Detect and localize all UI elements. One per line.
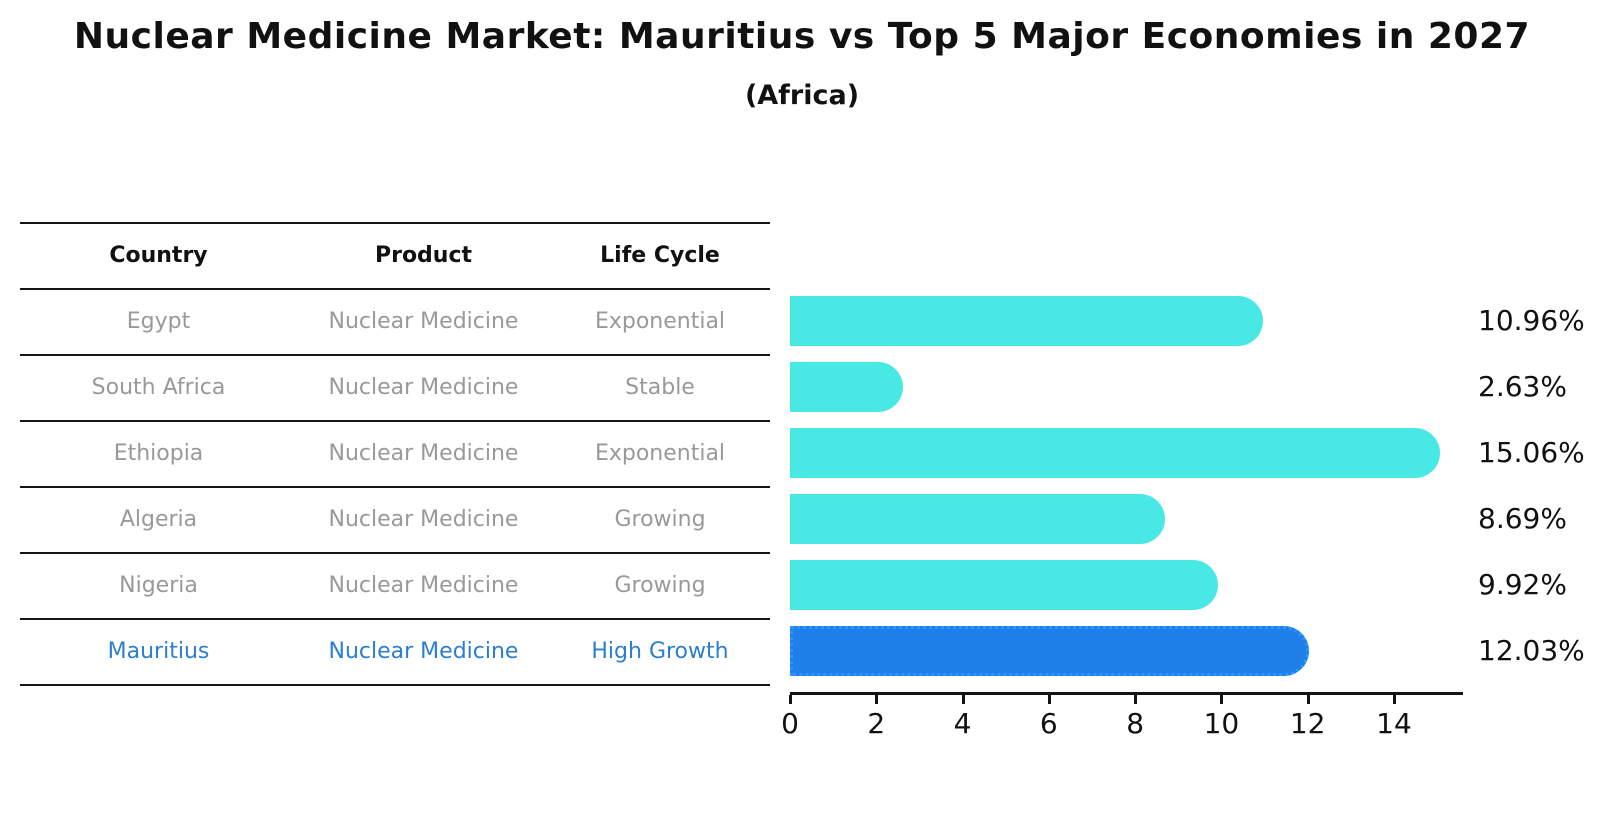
x-tick-label: 2 bbox=[867, 707, 886, 740]
column-header: Country bbox=[109, 242, 208, 268]
x-axis-tick bbox=[1047, 695, 1051, 704]
table-rule bbox=[20, 486, 770, 488]
x-axis-tick bbox=[1134, 695, 1138, 704]
table-cell-country: Egypt bbox=[126, 308, 191, 334]
table-cell-country: Mauritius bbox=[107, 638, 210, 664]
table-cell-product: Nuclear Medicine bbox=[328, 506, 519, 532]
bar-south-africa bbox=[790, 362, 903, 412]
table-cell-product: Nuclear Medicine bbox=[328, 440, 519, 466]
table-row: Egypt Nuclear Medicine Exponential bbox=[20, 288, 770, 354]
x-axis-tick bbox=[1220, 695, 1224, 704]
table-cell-life_cycle: High Growth bbox=[591, 638, 729, 664]
column-header: Life Cycle bbox=[600, 242, 720, 268]
table-rule bbox=[20, 222, 770, 224]
table-row: South Africa Nuclear Medicine Stable bbox=[20, 354, 770, 420]
table-cell-country: Algeria bbox=[119, 506, 198, 532]
country-table: Country Product Life Cycle Egypt Nuclear Med… bbox=[20, 222, 770, 686]
table-cell-country: Nigeria bbox=[119, 572, 198, 598]
table-cell-product: Nuclear Medicine bbox=[328, 572, 519, 598]
bar-egypt bbox=[790, 296, 1263, 346]
table-cell-product: Nuclear Medicine bbox=[328, 638, 519, 664]
x-tick-label: 12 bbox=[1289, 707, 1326, 740]
table-cell-life_cycle: Exponential bbox=[594, 440, 726, 466]
x-tick-label: 4 bbox=[953, 707, 972, 740]
x-axis-tick bbox=[1392, 695, 1396, 704]
table-row: Ethiopia Nuclear Medicine Exponential bbox=[20, 420, 770, 486]
bar-algeria bbox=[790, 494, 1165, 544]
table-cell-country: South Africa bbox=[91, 374, 226, 400]
chart-subtitle: (Africa) bbox=[744, 80, 860, 111]
value-label: 12.03% bbox=[1478, 634, 1585, 667]
table-rule bbox=[20, 684, 770, 686]
x-axis-line bbox=[790, 692, 1463, 695]
table-cell-product: Nuclear Medicine bbox=[328, 308, 519, 334]
x-axis-tick bbox=[1306, 695, 1310, 704]
x-tick-label: 0 bbox=[781, 707, 799, 740]
value-label: 9.92% bbox=[1478, 568, 1567, 601]
x-axis-tick bbox=[789, 695, 792, 704]
table-cell-country: Ethiopia bbox=[113, 440, 204, 466]
table-cell-life_cycle: Growing bbox=[614, 506, 706, 532]
table-cell-life_cycle: Exponential bbox=[594, 308, 726, 334]
value-label: 15.06% bbox=[1478, 436, 1585, 469]
table-rule bbox=[20, 420, 770, 422]
x-tick-label: 14 bbox=[1376, 707, 1412, 740]
table-rule bbox=[20, 288, 770, 290]
bar-ethiopia bbox=[790, 428, 1440, 478]
table-cell-life_cycle: Stable bbox=[625, 374, 695, 400]
column-header: Product bbox=[374, 242, 473, 268]
bar-nigeria bbox=[790, 560, 1218, 610]
table-header-row: Country Product Life Cycle bbox=[20, 222, 770, 288]
x-tick-label: 6 bbox=[1039, 707, 1058, 740]
x-axis-tick bbox=[875, 695, 879, 704]
table-cell-product: Nuclear Medicine bbox=[328, 374, 519, 400]
table-row: Mauritius Nuclear Medicine High Growth bbox=[20, 618, 770, 684]
table-rule bbox=[20, 618, 770, 620]
value-label: 2.63% bbox=[1478, 370, 1567, 403]
x-tick-label: 10 bbox=[1203, 707, 1240, 740]
value-label: 10.96% bbox=[1478, 304, 1585, 337]
table-cell-life_cycle: Growing bbox=[614, 572, 706, 598]
chart-title: Nuclear Medicine Market: Mauritius vs To… bbox=[73, 16, 1531, 57]
table-row: Algeria Nuclear Medicine Growing bbox=[20, 486, 770, 552]
table-rule bbox=[20, 354, 770, 356]
x-tick-label: 8 bbox=[1126, 707, 1145, 740]
value-label: 8.69% bbox=[1478, 502, 1567, 535]
table-row: Nigeria Nuclear Medicine Growing bbox=[20, 552, 770, 618]
x-axis-tick bbox=[961, 695, 965, 704]
table-rule bbox=[20, 552, 770, 554]
bar-mauritius bbox=[790, 626, 1309, 676]
